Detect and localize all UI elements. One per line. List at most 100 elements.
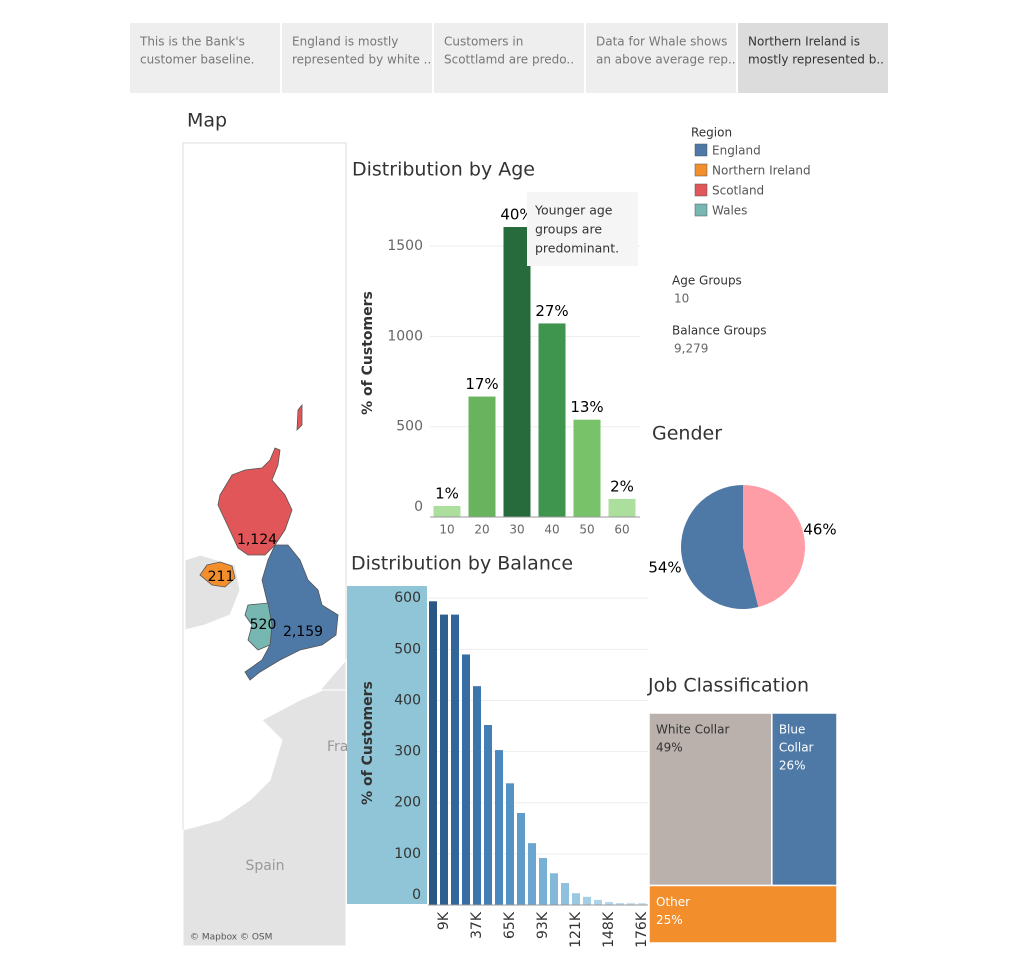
map-region[interactable] xyxy=(244,602,273,651)
story-tab[interactable] xyxy=(738,23,888,93)
y-tick-label: 200 xyxy=(394,795,421,811)
y-tick-label: 0 xyxy=(412,887,421,903)
bar[interactable] xyxy=(573,419,601,517)
treemap-label: Other xyxy=(656,895,690,909)
y-tick-label: 300 xyxy=(394,744,421,760)
x-tick-label: 9K xyxy=(436,911,452,930)
y-tick-label: 400 xyxy=(394,692,421,708)
map-title: Map xyxy=(187,110,227,132)
y-tick-label: 0 xyxy=(414,499,423,515)
annotation-box xyxy=(527,192,638,266)
bar[interactable] xyxy=(451,614,459,905)
story-tab-text: mostly represented b.. xyxy=(748,53,884,67)
chart-title: Gender xyxy=(652,423,722,445)
map-label: 211 xyxy=(208,569,235,585)
bar[interactable] xyxy=(473,686,481,905)
x-tick-label: 176K xyxy=(634,911,650,948)
y-tick-label: 1000 xyxy=(387,328,423,344)
chart-title: Job Classification xyxy=(647,675,809,697)
bar[interactable] xyxy=(440,614,448,905)
legend-label: England xyxy=(712,144,761,158)
story-tab[interactable] xyxy=(282,23,432,93)
x-tick-label: 10 xyxy=(439,523,454,537)
pie-slice[interactable] xyxy=(743,485,806,608)
x-tick-label: 93K xyxy=(535,911,551,939)
bar[interactable] xyxy=(506,783,514,905)
bar[interactable] xyxy=(517,812,525,905)
annotation: Younger age xyxy=(534,203,613,218)
treemap-cell[interactable] xyxy=(771,712,838,887)
x-tick-label: 30 xyxy=(509,523,524,537)
parameter-value: 10 xyxy=(674,292,689,306)
bar[interactable] xyxy=(608,498,636,517)
bar[interactable] xyxy=(561,883,569,905)
legend-label: Scotland xyxy=(712,184,764,198)
story-tab-text: an above average rep.. xyxy=(596,53,736,67)
legend-label: Northern Ireland xyxy=(712,164,811,178)
x-tick-label: 60 xyxy=(614,523,629,537)
map-region[interactable] xyxy=(199,561,236,588)
bar[interactable] xyxy=(503,227,531,517)
story-tab-text: This is the Bank's xyxy=(139,35,245,49)
story-tab[interactable] xyxy=(130,23,280,93)
y-tick-label: 100 xyxy=(394,846,421,862)
story-tab-text: Data for Whale shows xyxy=(596,35,727,49)
y-axis-label: % of Customers xyxy=(360,681,376,805)
data-label: 17% xyxy=(465,375,498,393)
bar[interactable] xyxy=(572,893,580,905)
treemap-label: Blue xyxy=(779,723,806,737)
x-tick-label: 40 xyxy=(544,523,559,537)
parameter-label: Balance Groups xyxy=(672,324,766,338)
y-tick-label: 500 xyxy=(394,641,421,657)
bar[interactable] xyxy=(528,843,536,905)
y-tick-label: 600 xyxy=(394,590,421,606)
data-label: 13% xyxy=(570,398,603,416)
place-label: Spain xyxy=(245,858,284,874)
bar[interactable] xyxy=(627,902,635,905)
map-region[interactable] xyxy=(217,447,293,556)
treemap-value: 25% xyxy=(656,913,683,927)
bar[interactable] xyxy=(462,654,470,905)
story-tab-text: Scottlamd are predo.. xyxy=(444,53,574,67)
pie-slice[interactable] xyxy=(681,485,759,609)
bar[interactable] xyxy=(468,396,496,517)
place-label: Fra xyxy=(327,739,348,755)
bar[interactable] xyxy=(433,505,461,517)
legend-swatch xyxy=(694,143,708,157)
attribution: © Mapbox © OSM xyxy=(190,933,272,943)
treemap-label: Collar xyxy=(779,741,814,755)
data-label: 27% xyxy=(535,302,568,320)
bar[interactable] xyxy=(429,601,437,905)
legend-swatch xyxy=(694,163,708,177)
treemap-cell[interactable] xyxy=(648,712,773,887)
bar[interactable] xyxy=(616,902,624,905)
story-tab[interactable] xyxy=(586,23,736,93)
map-region xyxy=(296,403,303,432)
bar[interactable] xyxy=(638,902,646,905)
data-label: 1% xyxy=(435,484,459,502)
y-tick-label: 1500 xyxy=(387,238,423,254)
bar[interactable] xyxy=(583,896,591,905)
bar[interactable] xyxy=(538,323,566,517)
treemap-cell[interactable] xyxy=(648,884,838,944)
story-tab[interactable] xyxy=(434,23,584,93)
x-tick-label: 148K xyxy=(601,911,617,948)
axis-highlight xyxy=(347,586,427,904)
bar[interactable] xyxy=(484,725,492,905)
story-tab-text: Northern Ireland is xyxy=(748,35,860,49)
y-tick-label: 500 xyxy=(396,419,423,435)
parameter-value: 9,279 xyxy=(674,342,708,356)
pie-label: 46% xyxy=(803,521,836,539)
map-label: 2,159 xyxy=(283,624,323,640)
legend-swatch xyxy=(694,183,708,197)
map-label: 520 xyxy=(250,617,277,633)
bar[interactable] xyxy=(550,873,558,905)
x-tick-label: 50 xyxy=(579,523,594,537)
bar[interactable] xyxy=(594,899,602,905)
bar[interactable] xyxy=(495,750,503,905)
bar[interactable] xyxy=(605,901,613,905)
chart-title: Distribution by Balance xyxy=(351,553,573,575)
pie-label: 54% xyxy=(648,559,681,577)
bar[interactable] xyxy=(539,857,547,905)
